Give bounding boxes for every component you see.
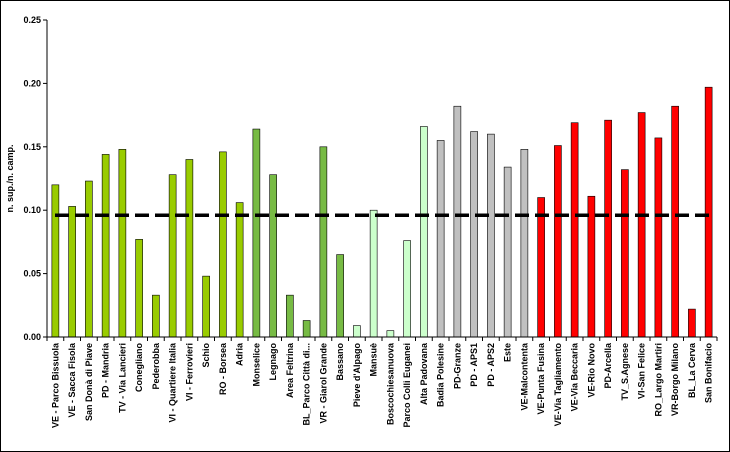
category-label: Boscochiesanuova (385, 342, 395, 425)
bar (185, 159, 194, 338)
bar (135, 239, 143, 338)
category-label: BL_Parco Città di... (302, 343, 312, 426)
category-label: Pederobba (151, 342, 161, 390)
bar (85, 180, 93, 338)
bar (302, 320, 311, 338)
category-label: TV - Via Lancieri (117, 343, 127, 413)
bar (403, 240, 411, 338)
bar (319, 146, 328, 338)
bar (219, 151, 227, 338)
bar (621, 169, 629, 338)
category-label: San Bonifacio (704, 343, 714, 404)
category-label: Badia Polesine (436, 343, 446, 407)
category-label: VI - Quartiere Italia (168, 342, 178, 423)
category-label: San Donà di Piave (84, 343, 94, 421)
bar (252, 128, 261, 338)
bar (587, 195, 596, 338)
category-label: VE - Sacca Fisola (67, 342, 77, 418)
axes-group (46, 20, 718, 341)
y-tick-label: 0.10 (23, 205, 41, 215)
category-label: Alta Padovana (419, 342, 429, 405)
category-label: Parco Colli Euganei (402, 343, 412, 428)
y-axis-ticks: 0.00 0.05 0.10 0.15 0.20 0.25 (23, 15, 47, 342)
bar (436, 140, 445, 338)
category-label: Area Feltrina (285, 342, 295, 398)
y-tick-label: 0.20 (23, 78, 41, 88)
bar (487, 133, 495, 338)
y-tick-label: 0.15 (23, 142, 41, 152)
bar (570, 122, 579, 338)
category-label: VE-Rio Novo (586, 343, 596, 398)
bar (286, 294, 294, 338)
bar (503, 166, 512, 338)
category-label: PD-Granze (452, 343, 462, 389)
bar (537, 197, 545, 338)
category-label: PD - Mandria (101, 342, 111, 398)
bar (470, 131, 478, 338)
category-label: Adria (235, 342, 245, 366)
category-label: VI - Ferrovieri (184, 343, 194, 401)
bar (453, 105, 462, 338)
bar (202, 275, 210, 338)
y-tick-label: 0.05 (23, 269, 41, 279)
y-tick-label: 0.00 (23, 332, 41, 342)
bar (704, 86, 713, 338)
bar (671, 105, 679, 338)
category-label: VR-Borgo Milano (670, 343, 680, 416)
category-label: RO - Borsea (218, 342, 228, 395)
bars-group (51, 86, 713, 338)
category-label: Mansuè (369, 343, 379, 377)
category-label: Schio (201, 343, 211, 368)
bar (353, 325, 361, 338)
bar (688, 308, 696, 338)
y-axis-title: n. sup./n. camp. (5, 144, 15, 212)
bar (420, 126, 428, 338)
category-label: Este (503, 343, 513, 362)
category-label: TV_S.Agnese (620, 343, 630, 401)
bar (51, 184, 60, 338)
bar (554, 145, 562, 338)
category-label: VR - Giarol Grande (318, 343, 328, 424)
category-label: RO_Largo Martiri (653, 343, 663, 417)
category-label: BL_La Cerva (687, 342, 697, 398)
bar (604, 119, 612, 338)
bar (369, 209, 378, 338)
category-label: PD-Arcella (603, 342, 613, 389)
bar (68, 206, 76, 338)
category-label: VE-Via Beccaria (570, 342, 580, 411)
bar (520, 149, 529, 338)
bar (101, 154, 110, 338)
bar (269, 174, 277, 338)
bar (118, 149, 127, 338)
y-tick-label: 0.25 (23, 15, 41, 25)
category-label: VE-Via Tagliamento (553, 343, 563, 427)
category-label: Pieve d'Alpago (352, 342, 362, 407)
bar (336, 254, 344, 338)
category-label: PD - APS2 (486, 343, 496, 387)
bar (386, 330, 395, 338)
category-label: Bassano (335, 343, 345, 381)
category-label: Legnago (268, 342, 278, 380)
category-label: PD - APS1 (469, 343, 479, 387)
bar (152, 294, 160, 338)
bar (235, 202, 244, 338)
category-label: VE-Punta Fusina (536, 342, 546, 415)
category-label: VE-Malcontenta (519, 342, 529, 411)
bar (654, 137, 663, 338)
category-label: Monselice (251, 343, 261, 387)
category-labels: VE - Parco Bissuola VE - Sacca Fisola San … (50, 342, 713, 428)
category-label: Conegliano (134, 342, 144, 392)
bar (168, 174, 177, 338)
bar (637, 112, 646, 338)
category-label: VE - Parco Bissuola (50, 342, 60, 428)
category-label: VI-San Felice (637, 343, 647, 399)
